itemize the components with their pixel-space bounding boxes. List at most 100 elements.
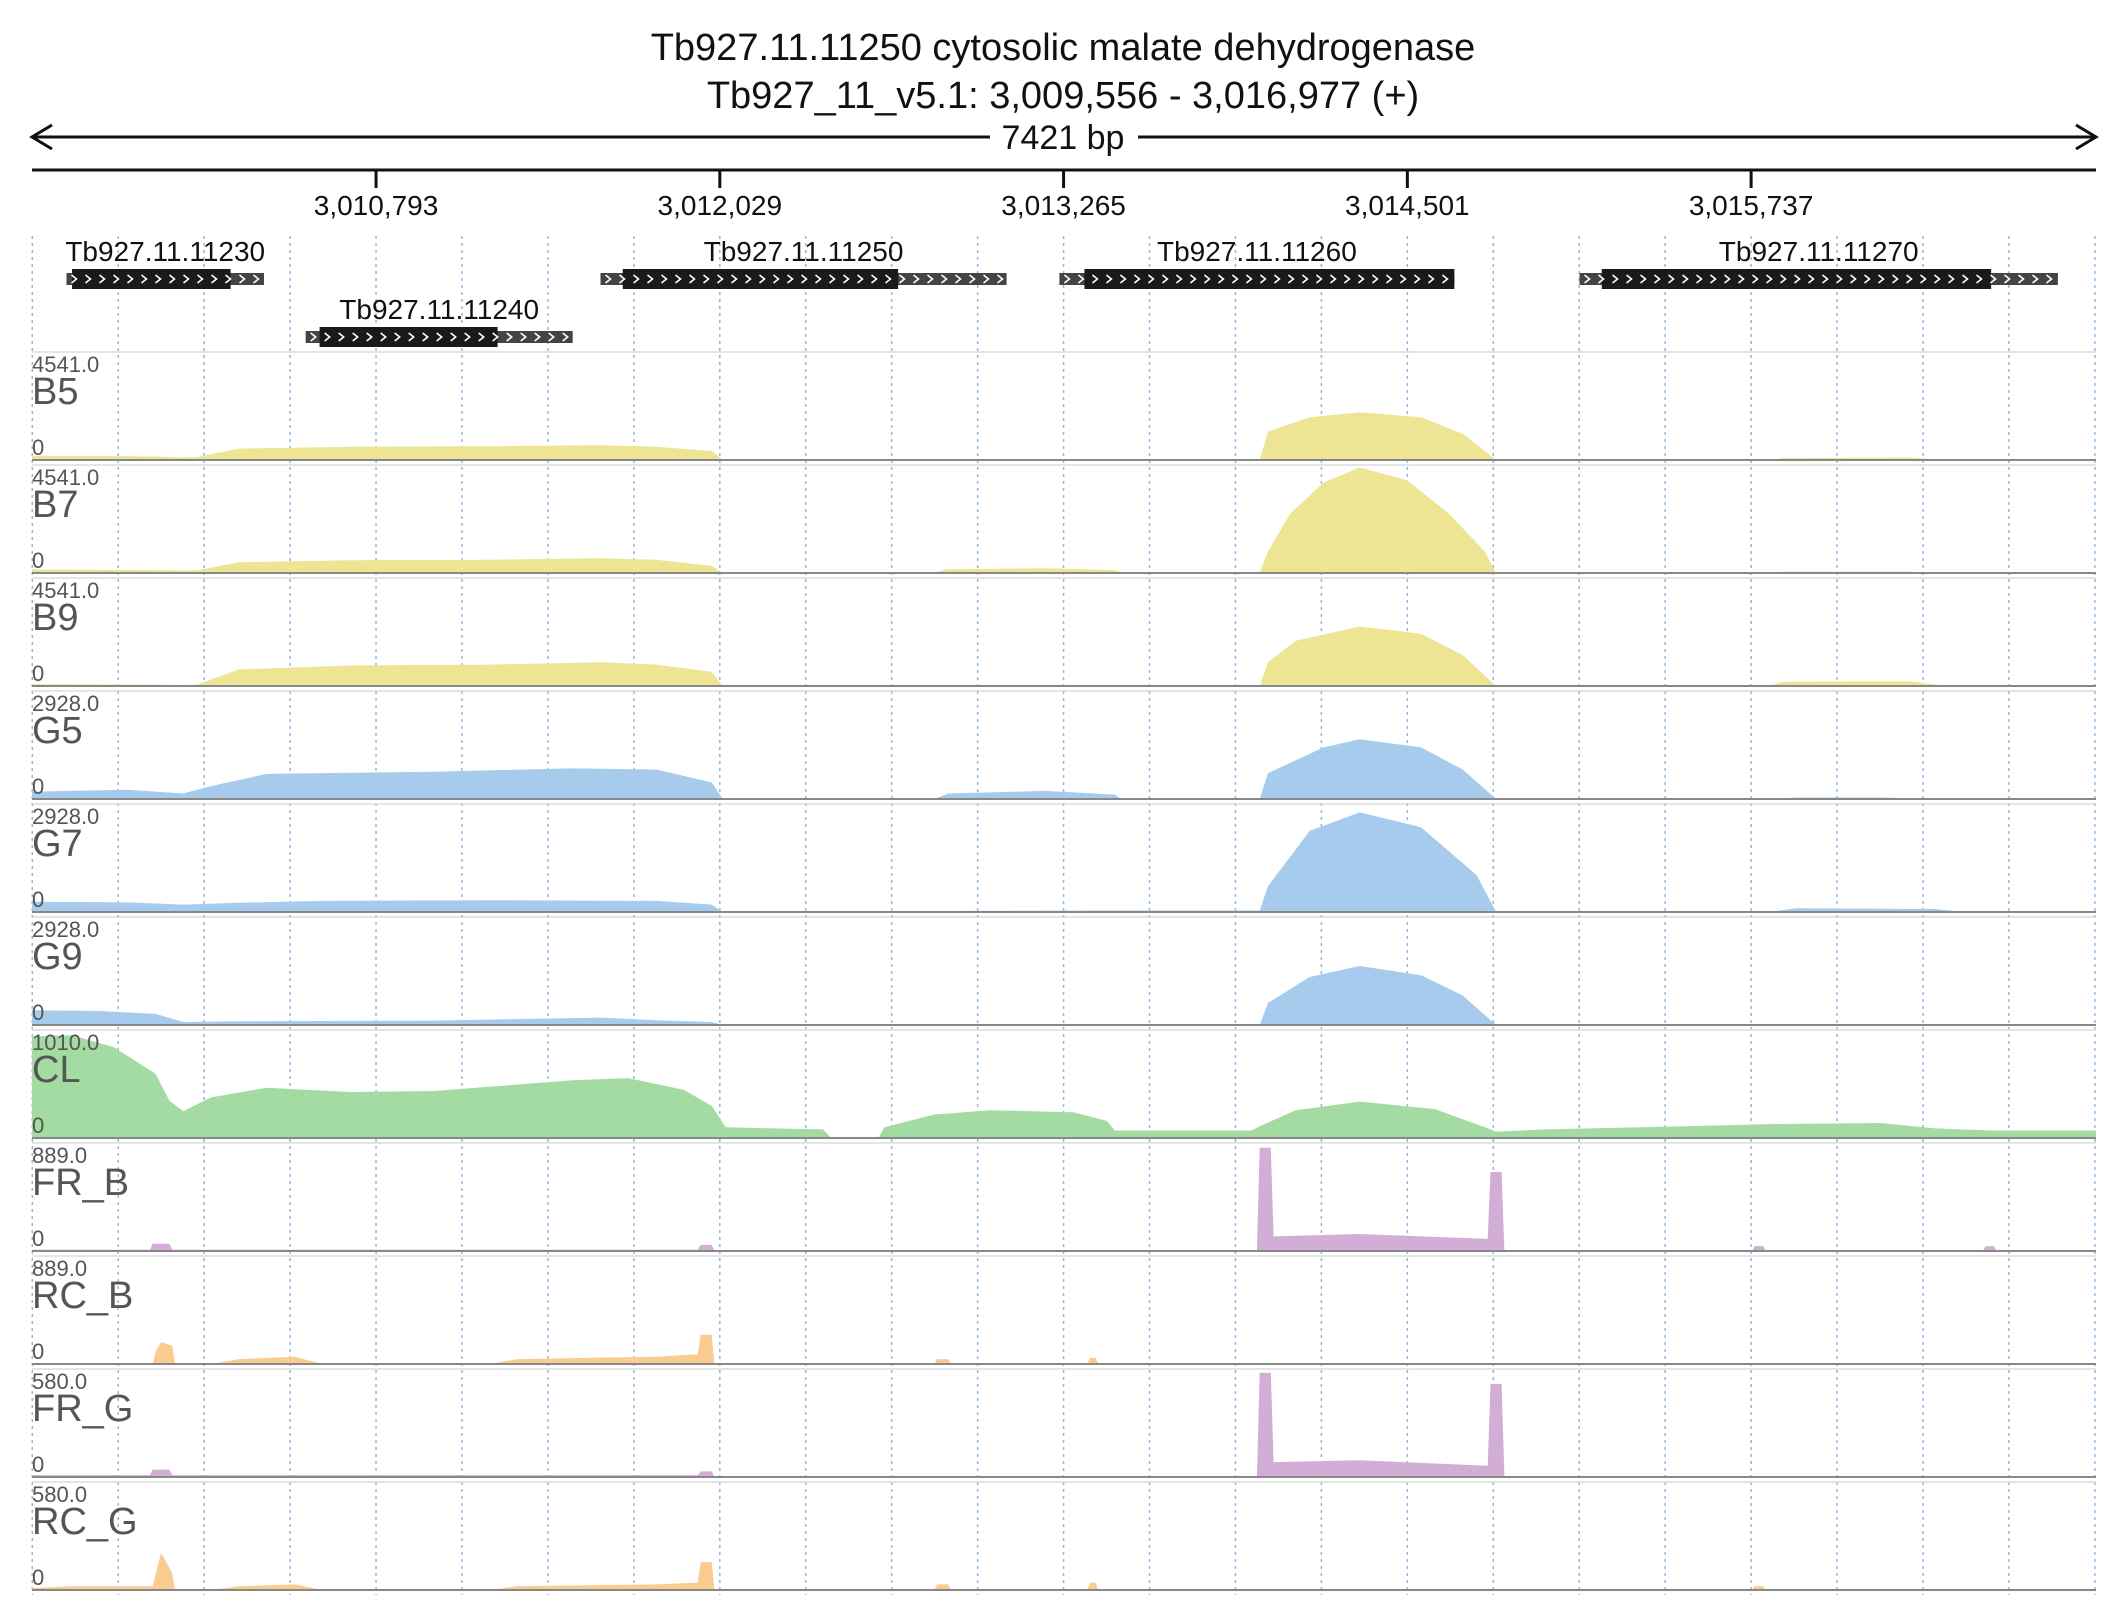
strand-arrow <box>1077 274 1085 284</box>
strand-arrow <box>1063 274 1071 284</box>
coverage-area <box>32 812 2096 912</box>
strand-arrow <box>898 274 906 284</box>
strand-arrow <box>1371 274 1379 284</box>
strand-arrow <box>1413 274 1421 284</box>
strand-arrow <box>394 332 401 342</box>
strand-arrow <box>912 274 920 284</box>
track-max-label: 889.0 <box>32 1256 87 1281</box>
strand-arrow <box>1161 274 1169 284</box>
strand-arrow <box>126 274 134 284</box>
track-min-label: 0 <box>32 774 44 799</box>
track-name: RC_B <box>32 1275 133 1317</box>
strand-arrow <box>660 274 668 284</box>
track-name: B9 <box>32 597 78 639</box>
track-name: G7 <box>32 823 83 865</box>
strand-arrow <box>252 274 260 284</box>
strand-arrow <box>324 332 331 342</box>
strand-arrow <box>1962 274 1969 284</box>
track-g7: 2928.0G7 0 <box>32 803 2096 913</box>
strand-arrow <box>1315 274 1323 284</box>
track-min-label: 0 <box>32 661 44 686</box>
strand-arrow <box>632 274 640 284</box>
axis-tick-label: 3,012,029 <box>658 190 783 221</box>
coverage-area <box>32 739 2096 799</box>
strand-arrow <box>674 274 682 284</box>
strand-arrow <box>70 274 78 284</box>
track-min-label: 0 <box>32 1113 44 1138</box>
strand-arrow <box>1682 274 1689 284</box>
coverage-tracks: 4541.0B504541.0B704541.0B902928.0G502928… <box>32 351 2096 1591</box>
track-min-label: 0 <box>32 1000 44 1025</box>
gene-label: Tb927.11.11250 <box>704 236 904 267</box>
strand-arrow <box>492 332 499 342</box>
track-max-label: 1010.0 <box>32 1030 99 1055</box>
strand-arrow <box>1696 274 1703 284</box>
coverage-area <box>32 412 2096 460</box>
x-axis: 3,010,793 3,012,029 3,013,265 3,014,501 3,01… <box>32 168 2096 221</box>
coverage-area <box>32 626 2096 686</box>
strand-arrow <box>1301 274 1309 284</box>
strand-arrow <box>1794 274 1801 284</box>
strand-arrow <box>1640 274 1647 284</box>
gene-cds <box>319 327 498 347</box>
strand-arrow <box>310 332 317 342</box>
strand-arrow <box>1357 274 1365 284</box>
track-name: FR_B <box>32 1162 129 1204</box>
strand-arrow <box>548 332 555 342</box>
gene-model: Tb927.11.11240 <box>305 294 573 347</box>
strand-arrow <box>182 274 190 284</box>
strand-arrow <box>1836 274 1843 284</box>
strand-arrow <box>238 274 246 284</box>
strand-arrow <box>1892 274 1899 284</box>
strand-arrow <box>1668 274 1675 284</box>
strand-arrow <box>168 274 176 284</box>
gene-label: Tb927.11.11270 <box>1719 236 1919 267</box>
axis-tick-label: 3,015,737 <box>1689 190 1814 221</box>
strand-arrow <box>618 274 626 284</box>
track-b5: 4541.0B5 0 <box>32 351 2096 461</box>
gene-annotation-track: Tb927.11.11230 Tb927.11.11240 Tb927.11.112… <box>65 236 2058 347</box>
strand-arrow <box>98 274 106 284</box>
gene-cds <box>1601 269 1992 289</box>
gene-cds <box>1084 269 1455 289</box>
track-max-label: 580.0 <box>32 1482 87 1507</box>
strand-arrow <box>1780 274 1787 284</box>
strand-arrow <box>1189 274 1197 284</box>
strand-arrow <box>1399 274 1407 284</box>
strand-arrow <box>2018 274 2025 284</box>
strand-arrow <box>758 274 766 284</box>
track-min-label: 0 <box>32 1452 44 1477</box>
strand-arrow <box>464 332 471 342</box>
strand-arrow <box>534 332 541 342</box>
grid-lines <box>31 236 2096 1595</box>
strand-arrow <box>1259 274 1267 284</box>
track-b7: 4541.0B7 0 <box>32 464 2096 574</box>
strand-arrow <box>926 274 934 284</box>
strand-arrow <box>982 274 990 284</box>
track-name: G5 <box>32 710 83 752</box>
track-name: G9 <box>32 936 83 978</box>
strand-arrow <box>1105 274 1113 284</box>
track-max-label: 889.0 <box>32 1143 87 1168</box>
track-min-label: 0 <box>32 435 44 460</box>
strand-arrow <box>1203 274 1211 284</box>
coverage-area <box>32 1334 2096 1364</box>
strand-arrow <box>856 274 864 284</box>
strand-arrow <box>380 332 387 342</box>
strand-arrow <box>1976 274 1983 284</box>
coverage-area <box>32 1552 2096 1590</box>
strand-arrow <box>422 332 429 342</box>
track-max-label: 4541.0 <box>32 465 99 490</box>
gene-label: Tb927.11.11240 <box>339 294 539 325</box>
coverage-area <box>32 1147 2096 1251</box>
coverage-area <box>32 467 2096 573</box>
strand-arrow <box>940 274 948 284</box>
axis-tick-label: 3,013,265 <box>1001 190 1126 221</box>
strand-arrow <box>408 332 415 342</box>
strand-arrow <box>1850 274 1857 284</box>
strand-arrow <box>1133 274 1141 284</box>
strand-arrow <box>478 332 485 342</box>
coverage-area <box>32 966 2096 1025</box>
strand-arrow <box>366 332 373 342</box>
strand-arrow <box>688 274 696 284</box>
